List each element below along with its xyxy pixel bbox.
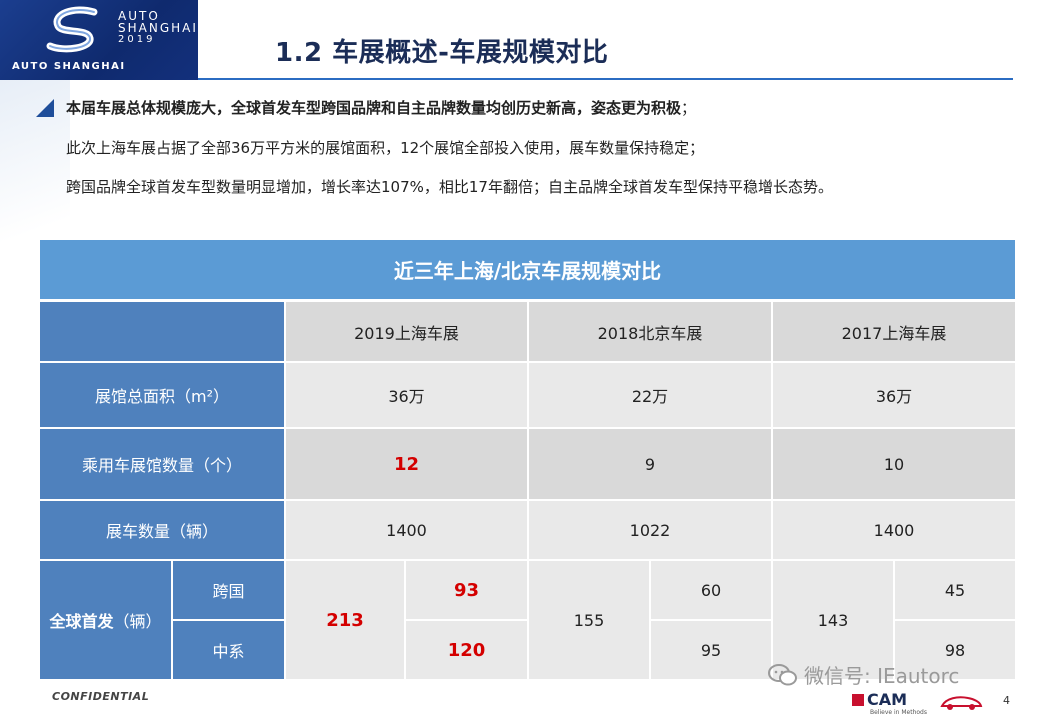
cell-area-2018: 22万 bbox=[529, 363, 771, 427]
cell-halls-2019: 12 bbox=[286, 429, 527, 499]
logo-text-shanghai: SHANGHAI bbox=[118, 21, 198, 35]
row-label-vehicles: 展车数量（辆） bbox=[40, 501, 284, 559]
cell-premiere-domestic-2018: 95 bbox=[651, 621, 771, 679]
wechat-watermark: 微信号: IEautorc bbox=[768, 660, 959, 689]
cell-vehicles-2018: 1022 bbox=[529, 501, 771, 559]
table-corner-cell bbox=[40, 302, 284, 361]
cell-premiere-foreign-2019: 93 bbox=[406, 561, 527, 619]
watermark-text: 微信号: IEautorc bbox=[804, 664, 960, 688]
cell-premiere-foreign-2018: 60 bbox=[651, 561, 771, 619]
cell-area-2019: 36万 bbox=[286, 363, 527, 427]
page-number: 4 bbox=[1003, 694, 1010, 707]
cell-premiere-domestic-2017: 98 bbox=[895, 621, 1015, 679]
column-header-2017: 2017上海车展 bbox=[773, 302, 1015, 361]
row-label-halls: 乘用车展馆数量（个） bbox=[40, 429, 284, 499]
cell-halls-2018: 9 bbox=[529, 429, 771, 499]
logo-text-auto: AUTO bbox=[118, 9, 160, 23]
cam-logo: CAM bbox=[852, 690, 907, 709]
comparison-table: 近三年上海/北京车展规模对比 2019上海车展 2018北京车展 2017上海车… bbox=[40, 240, 1015, 679]
brand-logo: AUTO SHANGHAI 2019 AUTO SHANGHAI bbox=[0, 0, 198, 80]
cam-tagline: Believe in Methods bbox=[870, 709, 927, 716]
row-label-premiere-bold: 全球首发 bbox=[49, 612, 114, 631]
row-label-premiere: 全球首发 （辆） bbox=[40, 561, 171, 679]
row-label-premiere-unit: （辆） bbox=[113, 612, 162, 631]
cell-vehicles-2019: 1400 bbox=[286, 501, 527, 559]
cell-premiere-total-2018: 155 bbox=[529, 561, 649, 679]
logo-subtitle: AUTO SHANGHAI bbox=[12, 61, 126, 72]
cell-halls-2017: 10 bbox=[773, 429, 1015, 499]
cam-logo-text: CAM bbox=[867, 690, 908, 709]
summary-line-1: 本届车展总体规模庞大，全球首发车型跨国品牌和自主品牌数量均创历史新高，姿态更为积… bbox=[66, 97, 696, 118]
wechat-icon bbox=[768, 663, 797, 685]
summary-line-1-end: ； bbox=[681, 99, 697, 117]
logo-text-year: 2019 bbox=[118, 34, 156, 45]
triangle-bullet-icon bbox=[36, 99, 54, 117]
summary-line-3: 跨国品牌全球首发车型数量明显增加，增长率达107%，相比17年翻倍；自主品牌全球… bbox=[66, 178, 833, 196]
column-header-2018: 2018北京车展 bbox=[529, 302, 771, 361]
cell-premiere-domestic-2019: 120 bbox=[406, 621, 527, 679]
cell-premiere-total-2019: 213 bbox=[286, 561, 404, 679]
cam-mark-icon bbox=[852, 694, 864, 706]
sub-label-foreign: 跨国 bbox=[173, 561, 284, 619]
sub-label-domestic: 中系 bbox=[173, 621, 284, 679]
table-grid: 2019上海车展 2018北京车展 2017上海车展 展馆总面积（m²） 36万… bbox=[40, 302, 1015, 679]
page-title: 1.2 车展概述-车展规模对比 bbox=[275, 38, 609, 68]
column-header-2019: 2019上海车展 bbox=[286, 302, 527, 361]
confidential-label: CONFIDENTIAL bbox=[52, 690, 150, 703]
cell-premiere-total-2017: 143 bbox=[773, 561, 893, 679]
cell-vehicles-2017: 1400 bbox=[773, 501, 1015, 559]
title-divider bbox=[198, 78, 1013, 80]
summary-line-1-bold: 本届车展总体规模庞大，全球首发车型跨国品牌和自主品牌数量均创历史新高，姿态更为积… bbox=[66, 99, 682, 117]
row-label-area: 展馆总面积（m²） bbox=[40, 363, 284, 427]
auto-shanghai-s-logo-icon bbox=[46, 6, 98, 53]
cell-premiere-foreign-2017: 45 bbox=[895, 561, 1015, 619]
cell-area-2017: 36万 bbox=[773, 363, 1015, 427]
table-title: 近三年上海/北京车展规模对比 bbox=[40, 240, 1015, 302]
car-logo-icon bbox=[940, 696, 983, 710]
decorative-gradient bbox=[0, 80, 70, 260]
summary-line-2: 此次上海车展占据了全部36万平方米的展馆面积，12个展馆全部投入使用，展车数量保… bbox=[66, 139, 705, 157]
